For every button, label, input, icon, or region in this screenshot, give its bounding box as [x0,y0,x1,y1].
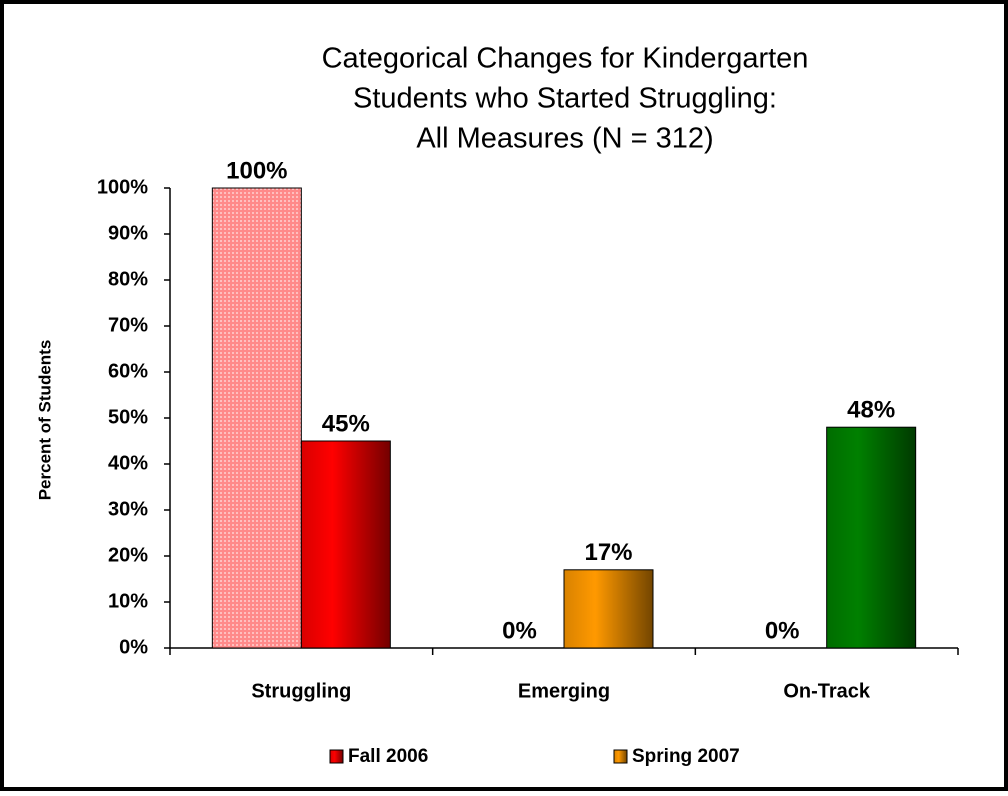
x-tick-label: Emerging [518,680,610,702]
value-label: 17% [584,539,632,566]
value-label: 45% [322,410,370,437]
chart-title: Students who Started Struggling: [353,83,777,115]
x-tick-label: Struggling [251,680,351,702]
value-label: 0% [502,617,537,644]
chart-title: Categorical Changes for Kindergarten [322,43,809,75]
bar-shade [301,441,391,648]
chart-title: All Measures (N = 312) [416,123,713,155]
value-label: 0% [765,617,800,644]
x-tick-label: On-Track [783,680,871,702]
y-tick-label: 50% [108,406,148,428]
y-tick-label: 0% [119,636,148,658]
bar-shade [564,569,653,648]
y-tick-label: 100% [97,176,148,198]
y-tick-label: 90% [108,222,148,244]
y-axis-title: Percent of Students [35,340,54,501]
bar [211,187,302,649]
y-tick-label: 70% [108,314,148,336]
y-tick-label: 60% [108,360,148,382]
legend-label: Spring 2007 [632,746,740,767]
legend-label: Fall 2006 [348,746,428,767]
y-tick-label: 20% [108,544,148,566]
legend-swatch-shade [614,750,627,763]
y-tick-label: 40% [108,452,148,474]
legend-swatch-shade [330,750,343,763]
y-tick-label: 80% [108,268,148,290]
bar-shade [826,427,916,648]
y-tick-label: 10% [108,590,148,612]
value-label: 48% [847,397,895,424]
y-tick-label: 30% [108,498,148,520]
value-label: 100% [226,157,287,184]
